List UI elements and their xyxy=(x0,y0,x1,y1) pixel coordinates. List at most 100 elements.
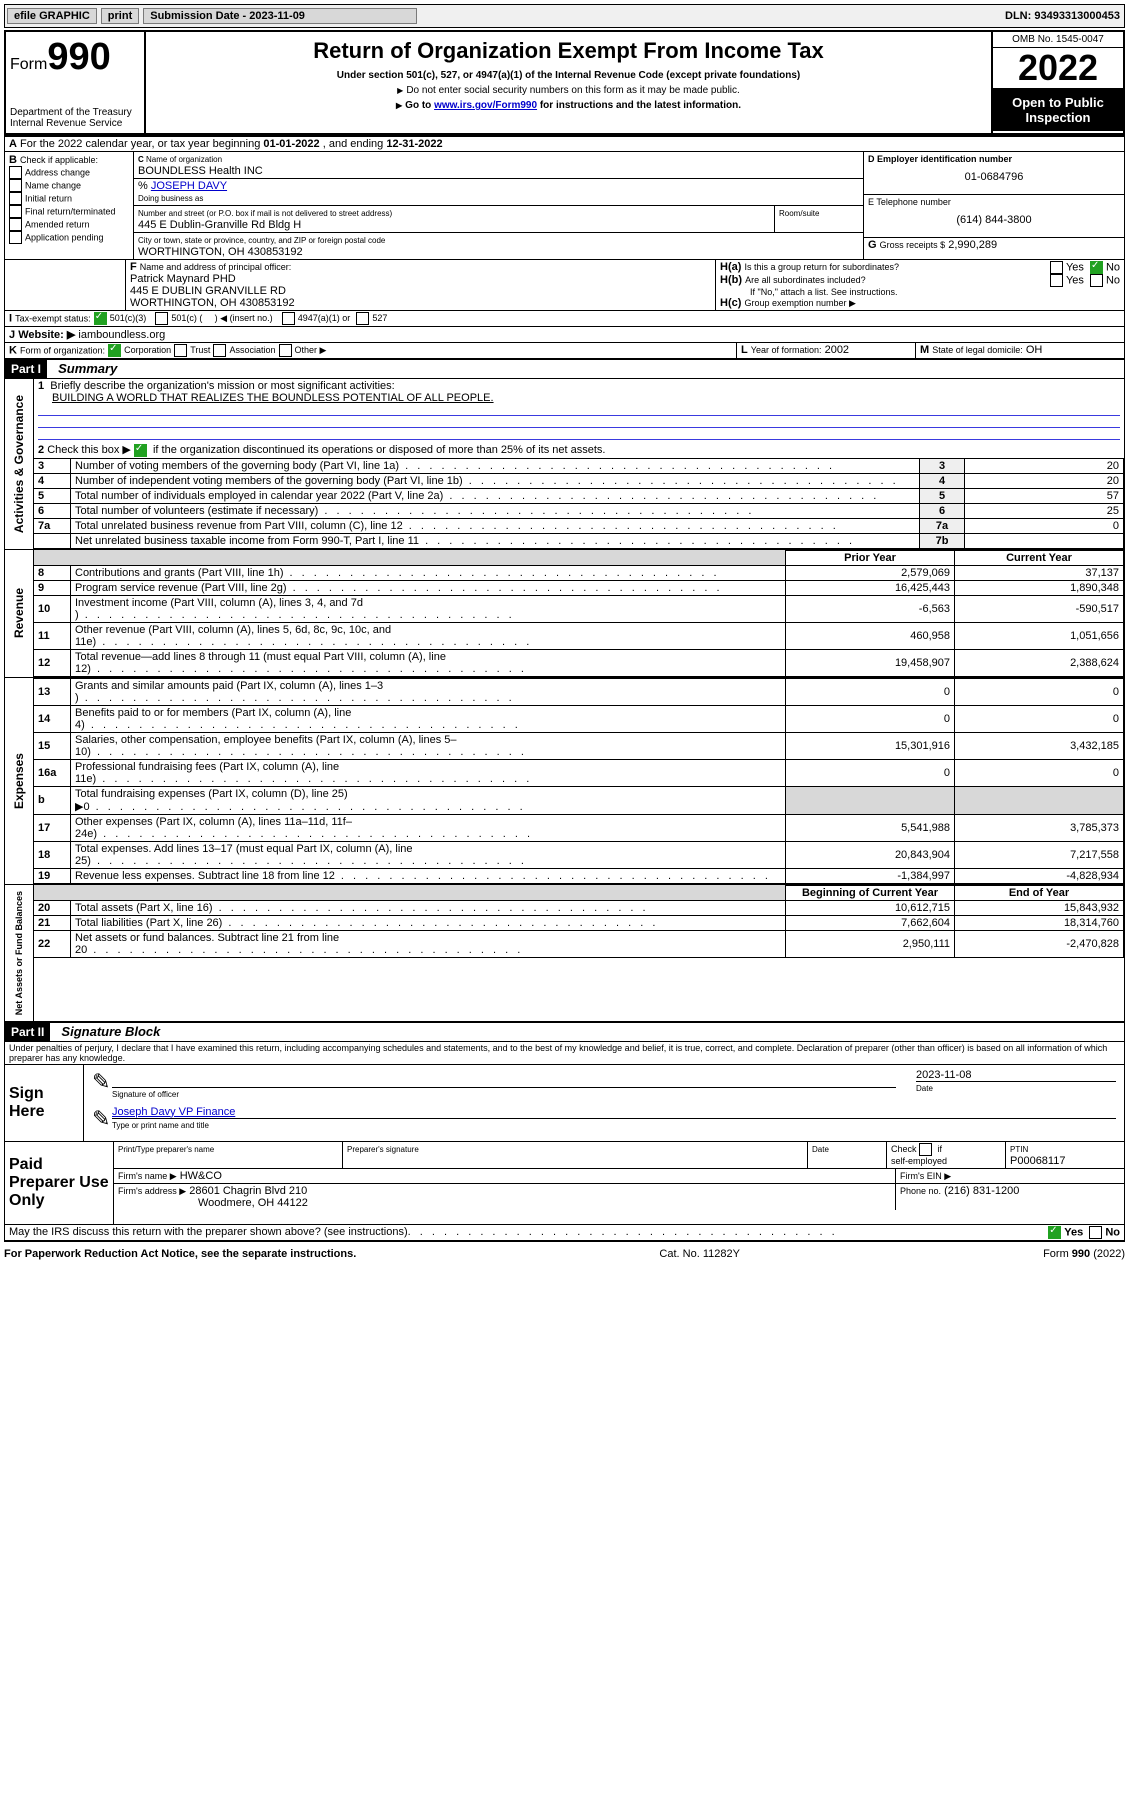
box-b-check-label: Check if applicable: xyxy=(20,155,98,165)
officer-addr1: 445 E DUBLIN GRANVILLE RD xyxy=(130,285,286,297)
website: iamboundless.org xyxy=(78,329,165,341)
table-row: 9 Program service revenue (Part VIII, li… xyxy=(34,580,1124,595)
box-b-label: B xyxy=(9,154,17,166)
g-label: G xyxy=(868,239,877,251)
sig-officer-label: Signature of officer xyxy=(112,1090,179,1099)
firm-ein-label: Firm's EIN ▶ xyxy=(900,1171,951,1181)
careof-label: % xyxy=(138,180,148,192)
hb-label: H(b) xyxy=(720,274,742,286)
subtitle3: Go to www.irs.gov/Form990 for instructio… xyxy=(154,100,983,111)
tax-year-end: 12-31-2022 xyxy=(386,138,442,150)
table-row: 11 Other revenue (Part VIII, column (A),… xyxy=(34,622,1124,649)
chk-final-return[interactable]: Final return/terminated xyxy=(9,205,129,218)
table-row: 13 Grants and similar amounts paid (Part… xyxy=(34,678,1124,705)
chk-corp[interactable]: Corporation xyxy=(108,344,171,356)
irs-discuss-text: May the IRS discuss this return with the… xyxy=(9,1226,408,1239)
part1-header-row: Part I Summary xyxy=(4,360,1125,379)
form-title: Return of Organization Exempt From Incom… xyxy=(154,38,983,64)
line-i: I Tax-exempt status: 501(c)(3) 501(c) ( … xyxy=(4,311,1125,327)
chk-assoc[interactable]: Association xyxy=(213,344,275,356)
j-text: Website: ▶ xyxy=(18,329,75,341)
q2-label: Check this box ▶ xyxy=(47,444,131,456)
f-label: F xyxy=(130,261,137,273)
l-text: Year of formation: xyxy=(751,345,822,355)
chk-discontinued[interactable] xyxy=(134,444,147,457)
ein: 01-0684796 xyxy=(868,171,1120,183)
chk-trust[interactable]: Trust xyxy=(174,344,210,356)
phone: (614) 844-3800 xyxy=(868,214,1120,226)
top-toolbar: efile GRAPHIC print Submission Date - 20… xyxy=(4,4,1125,28)
chk-501c[interactable]: 501(c) ( ) ◀ (insert no.) xyxy=(155,312,272,324)
chk-501c3[interactable]: 501(c)(3) xyxy=(94,312,147,324)
irs-no[interactable]: No xyxy=(1089,1226,1120,1239)
chk-4947[interactable]: 4947(a)(1) or xyxy=(282,312,351,324)
chk-app-pending[interactable]: Application pending xyxy=(9,231,129,244)
rev-section: Revenue Prior Year Current Year8 Contrib… xyxy=(4,550,1125,678)
org-name: BOUNDLESS Health INC xyxy=(138,165,263,177)
form990-big: 990 xyxy=(47,36,110,78)
city-label: City or town, state or province, country… xyxy=(138,236,385,245)
chk-address-change[interactable]: Address change xyxy=(9,166,129,179)
table-row: 8 Contributions and grants (Part VIII, l… xyxy=(34,565,1124,580)
print-btn[interactable]: print xyxy=(101,8,139,24)
box-c-label: C xyxy=(138,155,144,164)
m-label: M xyxy=(920,344,929,356)
pp-name-label: Print/Type preparer's name xyxy=(118,1145,214,1154)
part2-badge: Part II xyxy=(5,1023,50,1041)
net-table: Beginning of Current Year End of Year20 … xyxy=(34,885,1124,958)
i-text: Tax-exempt status: xyxy=(15,313,91,323)
table-header: Prior Year Current Year xyxy=(34,550,1124,565)
chk-527[interactable]: 527 xyxy=(356,312,387,324)
gov-table: 3 Number of voting members of the govern… xyxy=(34,458,1124,549)
efile-btn[interactable]: efile GRAPHIC xyxy=(7,8,97,24)
firm-name-label: Firm's name ▶ xyxy=(118,1171,177,1181)
rev-label: Revenue xyxy=(10,582,28,644)
irs-yes[interactable]: Yes xyxy=(1048,1226,1083,1239)
m-text: State of legal domicile: xyxy=(932,345,1023,355)
footer-mid: Cat. No. 11282Y xyxy=(659,1248,740,1260)
firm-addr2: Woodmere, OH 44122 xyxy=(118,1197,308,1209)
table-row: 18 Total expenses. Add lines 13–17 (must… xyxy=(34,841,1124,868)
chk-name-change[interactable]: Name change xyxy=(9,179,129,192)
j-label: J xyxy=(9,329,15,341)
sign-here-label: Sign Here xyxy=(5,1065,84,1141)
subtitle1: Under section 501(c), 527, or 4947(a)(1)… xyxy=(154,70,983,81)
chk-other[interactable]: Other ▶ xyxy=(279,344,327,356)
table-row: 17 Other expenses (Part IX, column (A), … xyxy=(34,814,1124,841)
table-row: 6 Total number of volunteers (estimate i… xyxy=(34,503,1124,518)
exp-table: 13 Grants and similar amounts paid (Part… xyxy=(34,678,1124,884)
part2-title: Signature Block xyxy=(53,1024,160,1039)
goto-prefix: Go to xyxy=(396,100,434,111)
ha-no[interactable]: No xyxy=(1090,261,1120,274)
chk-amended[interactable]: Amended return xyxy=(9,218,129,231)
block-fh: F Name and address of principal officer:… xyxy=(4,260,1125,311)
mission-text: BUILDING A WORLD THAT REALIZES THE BOUND… xyxy=(38,392,494,404)
officer-addr2: WORTHINGTON, OH 430853192 xyxy=(130,297,295,309)
hb-text: Are all subordinates included? xyxy=(745,275,866,285)
gov-label: Activities & Governance xyxy=(10,389,28,539)
street-label: Number and street (or P.O. box if mail i… xyxy=(138,209,392,218)
page-footer: For Paperwork Reduction Act Notice, see … xyxy=(4,1248,1125,1260)
q2-text: if the organization discontinued its ope… xyxy=(153,444,606,456)
part1-badge: Part I xyxy=(5,360,47,378)
line-a-text2: , and ending xyxy=(323,138,387,150)
hb-yes[interactable]: Yes xyxy=(1050,274,1084,287)
pen-icon-2: ✎ xyxy=(92,1106,112,1132)
hb-no[interactable]: No xyxy=(1090,274,1120,287)
firm-addr-label: Firm's address ▶ xyxy=(118,1186,186,1196)
table-row: 16a Professional fundraising fees (Part … xyxy=(34,759,1124,786)
pp-self-employed[interactable]: Check ifself-employed xyxy=(887,1142,1006,1168)
chk-initial-return[interactable]: Initial return xyxy=(9,192,129,205)
ha-yes[interactable]: Yes xyxy=(1050,261,1084,274)
submission-date: Submission Date - 2023-11-09 xyxy=(143,8,417,24)
instructions-link[interactable]: www.irs.gov/Form990 xyxy=(434,100,537,111)
dept-treasury: Department of the Treasury xyxy=(10,107,140,118)
table-row: b Total fundraising expenses (Part IX, c… xyxy=(34,786,1124,814)
box-c: C Name of organization BOUNDLESS Health … xyxy=(134,152,863,259)
part2-header-row: Part II Signature Block xyxy=(4,1023,1125,1042)
careof-name[interactable]: JOSEPH DAVY xyxy=(151,180,227,192)
paid-preparer-block: Paid Preparer Use Only Print/Type prepar… xyxy=(4,1142,1125,1225)
officer-name-title[interactable]: Joseph Davy VP Finance xyxy=(112,1106,1116,1118)
hb-note: If "No," attach a list. See instructions… xyxy=(720,287,1120,297)
goto-suffix: for instructions and the latest informat… xyxy=(540,100,741,111)
